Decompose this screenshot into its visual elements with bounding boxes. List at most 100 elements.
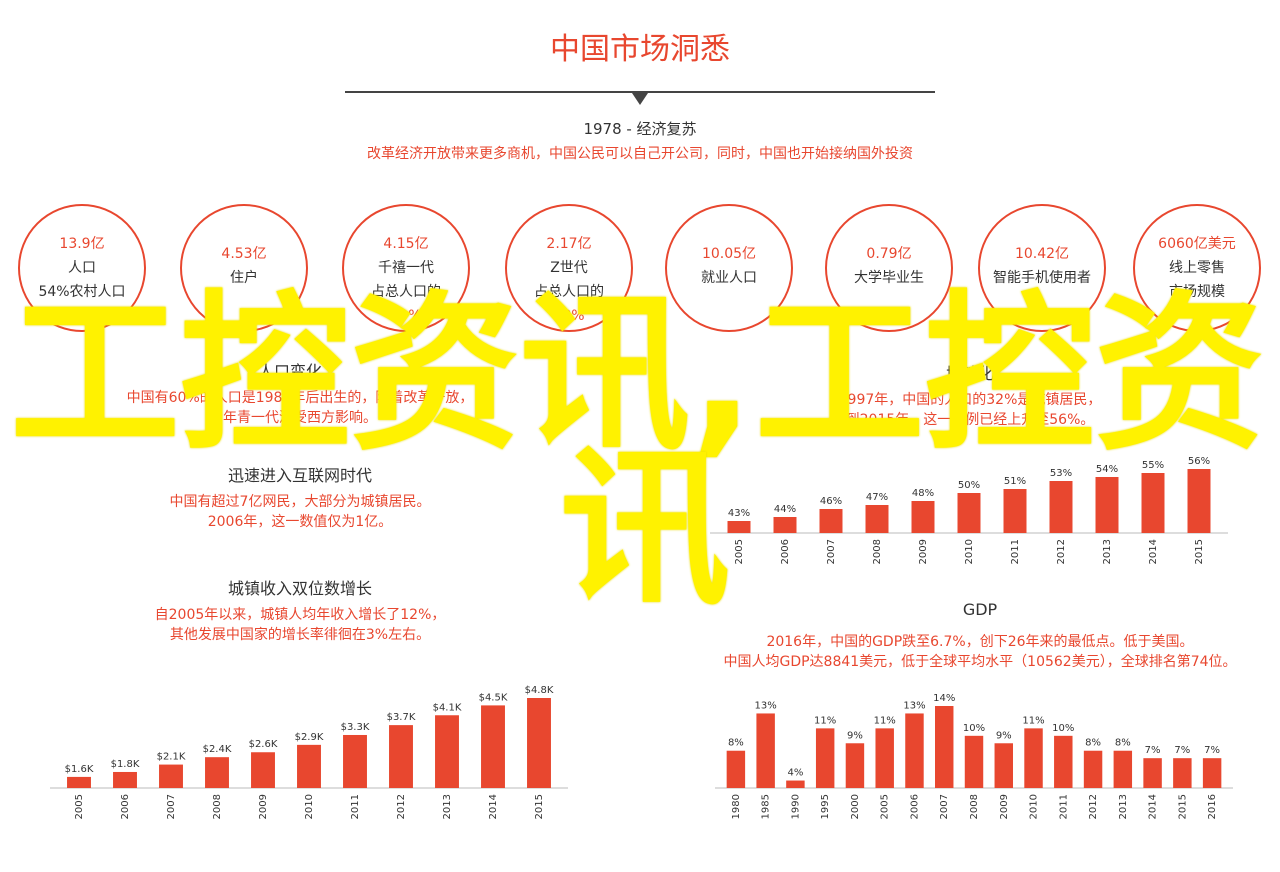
bar: [935, 706, 954, 788]
value-label: $3.7K: [387, 712, 416, 723]
tick-label: 2005: [734, 539, 745, 564]
tick-label: 2011: [1058, 794, 1069, 819]
value-label: 48%: [912, 488, 934, 499]
stat-circle: 4.15亿 千禧一代 占总人口的 30%: [342, 204, 470, 332]
section-population-head: 人口变化: [257, 362, 322, 381]
bar: [819, 509, 843, 533]
section-gdp-body1: 2016年，中国的GDP跌至6.7%，创下26年来的最低点。低于美国。: [766, 634, 1194, 650]
stat-circle-line2: 线上零售: [1169, 260, 1225, 276]
bar: [727, 521, 751, 533]
bar: [773, 517, 797, 533]
tick-label: 2012: [1088, 794, 1099, 819]
bar: [1054, 735, 1073, 788]
bar: [994, 743, 1013, 788]
tick-label: 1995: [820, 794, 831, 819]
bar: [1003, 489, 1027, 533]
section-population-body2: 年青一代深受西方影响。: [223, 410, 377, 426]
stat-circle-line1: 13.9亿: [59, 236, 105, 252]
section-income-body1: 自2005年以来，城镇人均年收入增长了12%，: [154, 607, 446, 623]
value-label: 11%: [1022, 715, 1044, 726]
tick-label: 2015: [1194, 539, 1205, 564]
value-label: 53%: [1050, 468, 1072, 479]
bar: [481, 705, 505, 788]
section-population-body1: 中国有60%的人口是1980年后出生的，随着改革开放，: [126, 390, 474, 406]
bar: [389, 725, 413, 788]
urban-chart: 43% 2005 44% 2006 46% 2007 47% 2008 48% 2009 50% 20…: [710, 456, 1228, 564]
bar: [815, 728, 835, 788]
value-label: $2.9K: [295, 732, 324, 743]
tick-label: 2008: [212, 794, 223, 819]
stat-circle-line2: 大学毕业生: [854, 270, 924, 286]
value-label: $4.1K: [433, 702, 462, 713]
stat-circle: 10.05亿 就业人口: [665, 204, 793, 332]
value-label: 11%: [814, 715, 836, 726]
page-title: 中国市场洞悉: [550, 32, 730, 67]
tick-label: 1990: [790, 794, 801, 819]
subtitle: 1978 - 经济复苏: [583, 120, 697, 138]
bar: [159, 764, 183, 788]
value-label: 7%: [1174, 745, 1190, 756]
value-label: 56%: [1188, 456, 1210, 467]
tick-label: 2000: [850, 794, 861, 819]
value-label: $1.8K: [111, 759, 140, 770]
tick-label: 2014: [1148, 539, 1159, 564]
bar: [435, 715, 459, 788]
value-label: 44%: [774, 504, 796, 515]
value-label: $2.4K: [203, 744, 232, 755]
stat-circle: 10.42亿 智能手机使用者: [978, 204, 1106, 332]
stat-circle-line3: 54%农村人口: [38, 284, 126, 300]
value-label: 8%: [728, 738, 744, 749]
income-chart: $1.6K 2005 $1.8K 2006 $2.1K 2007 $2.4K 2008 $2.6…: [50, 685, 568, 819]
value-label: 55%: [1142, 460, 1164, 471]
section-gdp-head: GDP: [962, 600, 998, 619]
stat-circle-line2: 智能手机使用者: [993, 270, 1091, 286]
tick-label: 2013: [1102, 539, 1113, 564]
section-income-body2: 其他发展中国家的增长率徘徊在3%左右。: [169, 627, 431, 643]
stat-circle-line2: 千禧一代: [378, 260, 434, 276]
tick-label: 2014: [1148, 794, 1159, 819]
tick-label: 2005: [74, 794, 85, 819]
stat-circle-line3: 占总人口的: [371, 284, 441, 300]
value-label: 50%: [958, 480, 980, 491]
value-label: 13%: [903, 700, 925, 711]
value-label: $4.5K: [479, 692, 508, 703]
bar: [1113, 750, 1133, 788]
stat-circle-line4: 18%: [553, 308, 585, 324]
value-label: 11%: [874, 715, 896, 726]
tick-label: 1980: [731, 794, 742, 819]
value-label: 46%: [820, 496, 842, 507]
value-label: 7%: [1145, 745, 1161, 756]
bar: [911, 501, 935, 533]
gdp-chart: 8% 1980 13% 1985 4% 1990 11% 1995 9% 2000 11% 2005 1…: [715, 693, 1233, 819]
tick-label: 2008: [872, 539, 883, 564]
stat-circle: 6060亿美元 线上零售 市场规模: [1133, 204, 1261, 332]
bar: [1173, 758, 1192, 788]
tick-label: 2012: [1056, 539, 1067, 564]
section-internet-body2: 2006年，这一数值仅为1亿。: [207, 514, 393, 530]
stat-circle-line2: Z世代: [550, 260, 588, 276]
stat-circle-line1: 2.17亿: [546, 236, 592, 252]
bar: [1083, 750, 1103, 788]
bar: [875, 728, 894, 788]
tick-label: 2007: [166, 794, 177, 819]
tick-label: 1985: [761, 794, 772, 819]
tick-label: 2007: [939, 794, 950, 819]
stat-circle-line4: 30%: [390, 308, 422, 324]
stat-circle-line3: 占总人口的: [534, 284, 604, 300]
bar: [756, 713, 775, 788]
bar: [865, 505, 889, 533]
stat-circle-line2: 住户: [230, 270, 258, 286]
bar: [726, 750, 746, 788]
bar: [297, 744, 321, 788]
bar: [964, 735, 984, 788]
bar: [527, 698, 551, 788]
bar: [343, 734, 367, 788]
value-label: $3.3K: [341, 722, 370, 733]
bar: [1202, 758, 1222, 788]
tick-label: 2010: [1029, 794, 1040, 819]
tick-label: 2015: [534, 794, 545, 819]
stat-circle-line1: 4.53亿: [221, 246, 267, 262]
tick-label: 2013: [1118, 794, 1129, 819]
tick-label: 2015: [1177, 794, 1188, 819]
value-label: 13%: [755, 700, 777, 711]
